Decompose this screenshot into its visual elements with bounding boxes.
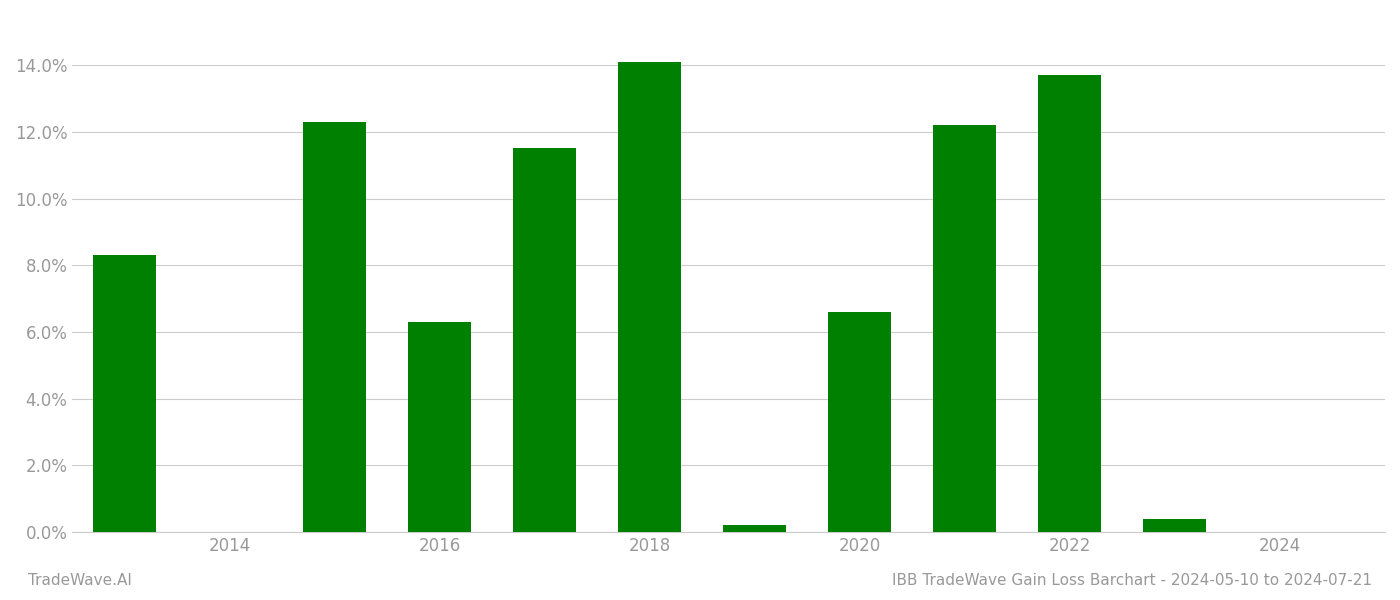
Bar: [409, 322, 472, 532]
Bar: [1144, 519, 1207, 532]
Text: TradeWave.AI: TradeWave.AI: [28, 573, 132, 588]
Bar: [304, 122, 367, 532]
Bar: [724, 526, 787, 532]
Bar: [94, 255, 157, 532]
Bar: [1039, 75, 1102, 532]
Bar: [619, 62, 682, 532]
Bar: [514, 148, 577, 532]
Bar: [829, 312, 892, 532]
Bar: [934, 125, 997, 532]
Text: IBB TradeWave Gain Loss Barchart - 2024-05-10 to 2024-07-21: IBB TradeWave Gain Loss Barchart - 2024-…: [892, 573, 1372, 588]
